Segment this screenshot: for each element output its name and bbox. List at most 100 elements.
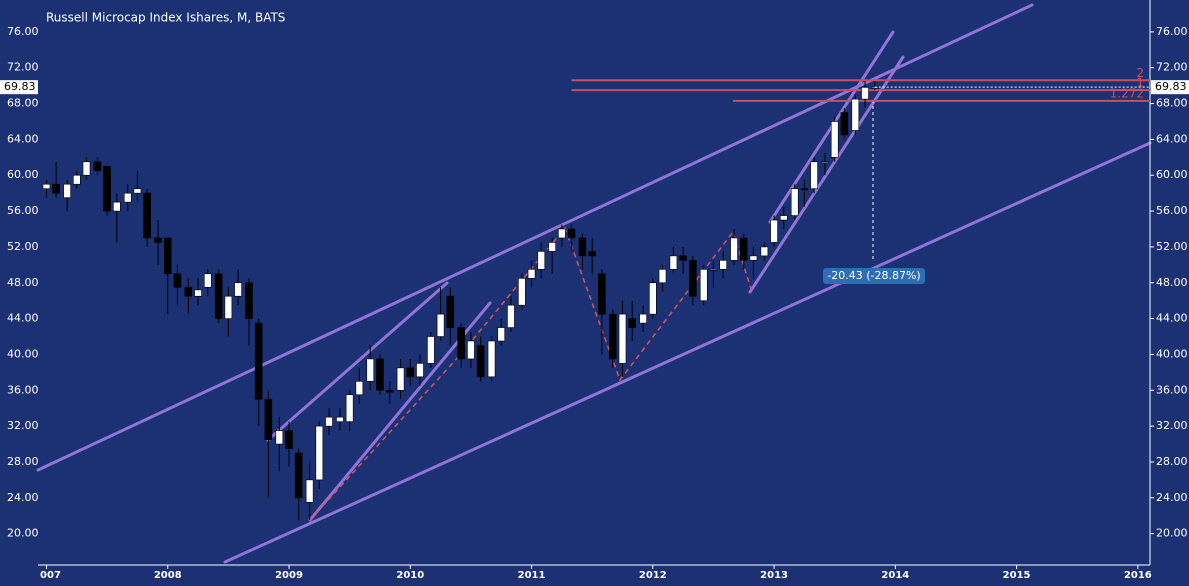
y-tick-label: 68.00 xyxy=(7,97,39,110)
candle-body xyxy=(416,363,424,378)
y2-tick-label: 36.00 xyxy=(1156,383,1188,396)
y-tick-label: 44.00 xyxy=(7,312,39,325)
annotation: -20.43 (-28.87%) xyxy=(827,269,920,282)
candle-body xyxy=(527,269,536,279)
candle-body xyxy=(224,295,233,319)
channel-upper xyxy=(36,3,1034,472)
candle-body xyxy=(427,336,435,364)
candle-body xyxy=(861,87,869,100)
y2-tick-label: 68.00 xyxy=(1156,97,1188,110)
candle-body xyxy=(467,340,475,360)
candle-body xyxy=(82,161,91,176)
candle-body xyxy=(194,289,202,297)
candle-body xyxy=(507,304,515,328)
x-tick-label: 2015 xyxy=(1003,570,1031,581)
candle-body xyxy=(325,416,333,427)
fib-label: 2 xyxy=(1136,66,1144,80)
candle-body xyxy=(133,188,142,194)
x-tick-label: 2009 xyxy=(275,570,303,581)
candle-body xyxy=(345,394,354,422)
candle-body xyxy=(305,479,314,503)
candle-body xyxy=(830,121,839,158)
candle-body xyxy=(618,313,627,364)
y2-tick-label: 44.00 xyxy=(1156,312,1188,325)
y-tick-label: 64.00 xyxy=(7,132,39,145)
candle-body xyxy=(73,174,81,185)
y2-tick-label: 72.00 xyxy=(1156,61,1188,74)
candle-body xyxy=(689,260,697,297)
x-tick-label: 2014 xyxy=(881,570,909,581)
y-tick-label: 72.00 xyxy=(7,61,39,74)
y-tick-label: 56.00 xyxy=(7,204,39,217)
candle-body xyxy=(275,430,284,445)
y2-tick-label: 56.00 xyxy=(1156,204,1188,217)
candle-body xyxy=(103,165,111,212)
x-tick-label: 007 xyxy=(40,570,61,581)
y2-tick-label: 48.00 xyxy=(1156,276,1188,289)
candle-body xyxy=(457,327,466,360)
candle-body xyxy=(679,255,687,261)
last-price-label: 69.83 xyxy=(4,80,36,93)
y-tick-label: 40.00 xyxy=(7,347,39,360)
candle-body xyxy=(285,430,293,449)
y2-tick-label: 32.00 xyxy=(1156,419,1188,432)
candle-body xyxy=(558,228,566,239)
candle-body xyxy=(518,277,526,306)
candle-body xyxy=(154,237,162,243)
candle-body xyxy=(123,192,132,203)
y2-tick-label: 60.00 xyxy=(1156,168,1188,181)
y-tick-label: 48.00 xyxy=(7,276,39,289)
candle-body xyxy=(709,269,718,271)
candle-body xyxy=(699,269,708,301)
candle-body xyxy=(719,260,727,270)
price-box xyxy=(0,80,38,95)
y-tick-label: 28.00 xyxy=(7,455,39,468)
y-tick-label: 60.00 xyxy=(7,168,39,181)
candle-body xyxy=(173,273,182,288)
y2-tick-label: 76.00 xyxy=(1156,25,1188,38)
candle-body xyxy=(294,452,303,499)
x-tick-label: 2011 xyxy=(518,570,546,581)
candle-body xyxy=(578,237,587,257)
candle-body xyxy=(649,282,657,315)
annotation-box xyxy=(823,268,925,284)
candle-body xyxy=(396,367,405,391)
channel-lower xyxy=(223,141,1152,564)
x-tick-label: 2016 xyxy=(1124,570,1152,581)
candle-body xyxy=(628,318,636,328)
candle-body xyxy=(840,112,849,136)
y-tick-label: 36.00 xyxy=(7,383,39,396)
y-tick-label: 24.00 xyxy=(7,491,39,504)
trend-line xyxy=(748,55,905,294)
candle-body xyxy=(366,358,375,382)
candle-body xyxy=(739,237,748,261)
y-tick-label: 52.00 xyxy=(7,240,39,253)
y2-tick-label: 24.00 xyxy=(1156,491,1188,504)
candle-body xyxy=(851,98,860,131)
candle-body xyxy=(446,295,455,328)
y2-tick-label: 20.00 xyxy=(1156,527,1188,540)
candle-body xyxy=(406,367,415,378)
fib-label: 1.272 xyxy=(1110,86,1144,100)
candle-body xyxy=(436,313,445,337)
chart-title: Russell Microcap Index Ishares, M, BATS xyxy=(46,11,285,25)
candle-body xyxy=(598,273,606,315)
candle-body xyxy=(203,273,212,288)
candle-body xyxy=(113,201,121,212)
candle-body xyxy=(639,313,647,324)
candle-body xyxy=(730,237,738,261)
y2-tick-label: 52.00 xyxy=(1156,240,1188,253)
candle-body xyxy=(264,398,273,440)
candle-body xyxy=(336,416,344,422)
candle-body xyxy=(355,381,364,396)
y2-tick-label: 64.00 xyxy=(1156,132,1188,145)
candle-body xyxy=(567,228,576,239)
candle-body xyxy=(254,322,263,400)
y-tick-label: 32.00 xyxy=(7,419,39,432)
candle-body xyxy=(821,161,829,164)
dashed-path xyxy=(309,226,753,521)
trend-line xyxy=(266,281,449,442)
candle-body xyxy=(385,389,394,393)
